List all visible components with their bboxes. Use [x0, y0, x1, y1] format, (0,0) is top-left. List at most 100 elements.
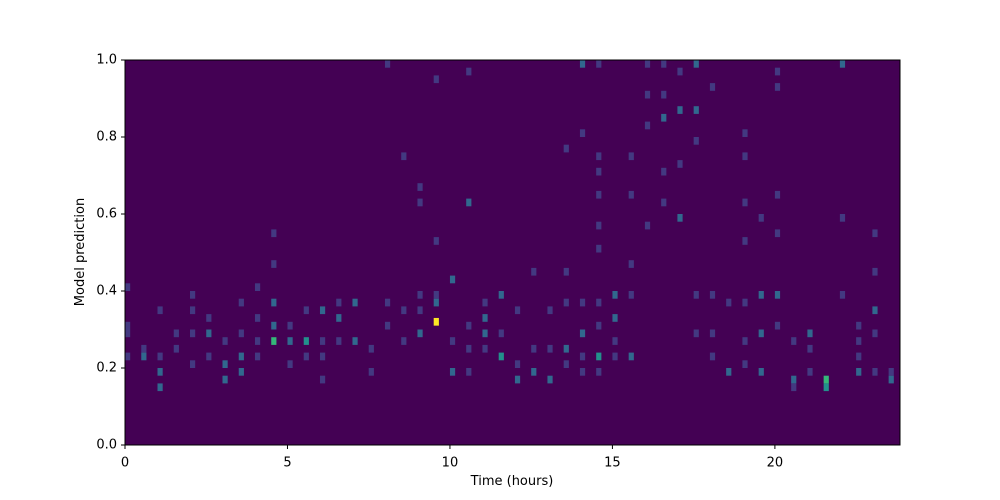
heatmap-cell	[628, 260, 634, 268]
heatmap-cell	[254, 314, 261, 322]
x-tick-label: 5	[283, 456, 291, 471]
heatmap-cell	[303, 337, 309, 345]
heatmap-cell	[823, 383, 829, 392]
heatmap-cell	[271, 321, 277, 330]
heatmap-cell	[466, 368, 472, 376]
heatmap-cell	[612, 337, 618, 345]
heatmap-cell	[189, 329, 196, 338]
heatmap-cell	[319, 375, 326, 384]
heatmap-cell	[563, 267, 569, 276]
heatmap-cell	[693, 137, 699, 145]
heatmap-cell	[839, 60, 846, 68]
heatmap-cell	[742, 360, 748, 368]
heatmap-cell	[661, 90, 667, 99]
heatmap-cell	[368, 368, 374, 376]
heatmap-cell	[758, 329, 764, 338]
heatmap-cell	[563, 298, 569, 307]
heatmap-cell	[352, 337, 358, 345]
heatmap-cell	[417, 183, 423, 191]
heatmap-cell	[791, 337, 797, 345]
heatmap-cell	[774, 190, 781, 199]
heatmap-cell	[774, 67, 781, 76]
heatmap-cell	[173, 329, 179, 338]
heatmap-cell	[563, 344, 569, 353]
heatmap-cell	[482, 298, 488, 307]
heatmap-cell	[433, 298, 439, 307]
heatmap-cell	[872, 368, 878, 376]
plot-frame	[124, 59, 901, 446]
heatmap-cell	[514, 375, 521, 384]
heatmap-cell	[271, 260, 277, 268]
y-tick-label: 0.6	[96, 207, 117, 222]
heatmap-cell	[157, 352, 163, 361]
y-tick-label: 0.0	[96, 438, 117, 453]
heatmap-cell	[498, 352, 504, 361]
heatmap-cell	[677, 160, 683, 168]
y-tick-label: 0.8	[96, 130, 117, 145]
heatmap-cell	[872, 229, 878, 238]
heatmap-cell	[693, 329, 699, 338]
y-tick-label: 0.4	[96, 284, 117, 299]
heatmap-cell	[807, 368, 813, 376]
heatmap-cell	[287, 337, 293, 345]
heatmap-cell	[742, 198, 748, 207]
heatmap-cell	[579, 368, 586, 376]
y-tick-label: 0.2	[96, 361, 117, 376]
heatmap-cell	[368, 344, 374, 353]
heatmap-cell	[856, 368, 862, 376]
x-tick-label: 10	[442, 456, 459, 471]
heatmap-cell	[888, 375, 894, 384]
y-tick-label: 1.0	[96, 53, 117, 68]
heatmap-cell	[596, 244, 602, 253]
heatmap-cell	[384, 321, 391, 330]
x-axis-label: Time (hours)	[470, 474, 554, 489]
heatmap-cell	[693, 106, 699, 114]
heatmap-cell	[612, 291, 618, 299]
heatmap-cell	[677, 67, 683, 76]
heatmap-cell	[726, 298, 732, 307]
heatmap-cell	[709, 352, 716, 361]
heatmap-cell	[709, 291, 716, 299]
heatmap-cell	[563, 144, 569, 153]
heatmap-cell	[141, 352, 147, 361]
heatmap-cell	[417, 329, 423, 338]
heatmap-cell	[336, 314, 342, 322]
heatmap-cell	[579, 129, 586, 137]
heatmap-cell	[742, 337, 748, 345]
y-axis-label: Model prediction	[73, 198, 88, 306]
heatmap-cell	[839, 214, 846, 222]
heatmap-cell	[856, 337, 862, 345]
heatmap-cell	[742, 152, 748, 161]
heatmap-cell	[742, 237, 748, 245]
heatmap-cell	[726, 368, 732, 376]
heatmap-cell	[856, 352, 862, 361]
heatmap-cell	[433, 317, 439, 326]
heatmap-cell	[514, 306, 521, 315]
heatmap-cell	[336, 298, 342, 307]
heatmap-cell	[482, 344, 488, 353]
x-tick-label: 15	[604, 456, 621, 471]
heatmap-cell	[596, 221, 602, 230]
heatmap-cell	[319, 337, 326, 345]
heatmap-cell	[661, 60, 667, 68]
heatmap-cell	[709, 329, 716, 338]
heatmap-cell	[173, 344, 179, 353]
heatmap-cell	[531, 344, 537, 353]
heatmap-cell	[791, 375, 797, 384]
heatmap-cell	[157, 383, 163, 392]
heatmap-cell	[466, 67, 472, 76]
heatmap-cell	[238, 298, 244, 307]
heatmap-cell	[644, 221, 651, 230]
heatmap-cell	[384, 60, 391, 68]
heatmap-cell	[222, 337, 228, 345]
heatmap-cell	[157, 306, 163, 315]
heatmap-cell	[287, 360, 293, 368]
heatmap-cell	[466, 321, 472, 330]
heatmap-cell	[872, 267, 878, 276]
heatmap-cell	[433, 75, 439, 84]
heatmap-cell	[758, 291, 764, 299]
heatmap-cell	[238, 368, 244, 376]
heatmap-cell	[872, 329, 878, 338]
heatmap-cell	[758, 214, 764, 222]
heatmap-cell	[563, 360, 569, 368]
